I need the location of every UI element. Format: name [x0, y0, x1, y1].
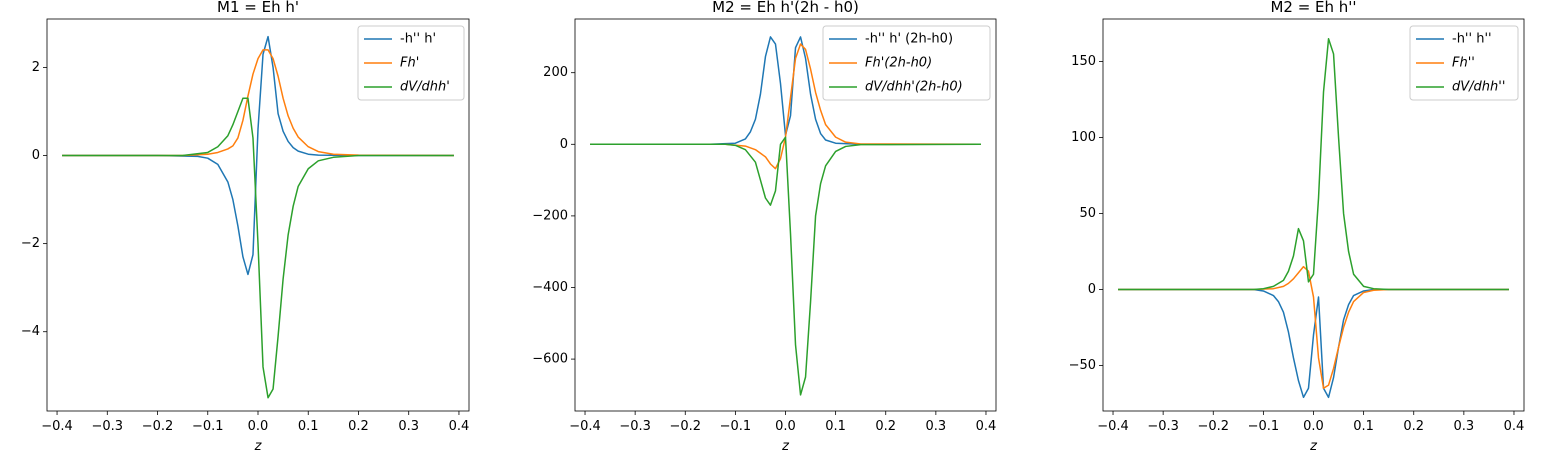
x-tick-label: −0.4 [569, 419, 601, 434]
x-tick-label: 0.2 [1403, 419, 1424, 434]
x-tick-label: −0.3 [619, 419, 651, 434]
x-axis-label: z [254, 439, 263, 450]
y-tick-label: −600 [532, 352, 568, 367]
x-tick-label: 0.1 [825, 419, 846, 434]
series-group [62, 35, 454, 399]
y-tick-label: 0 [32, 148, 40, 163]
x-tick-label: −0.4 [1097, 419, 1129, 434]
series-line-2 [590, 43, 981, 170]
x-tick-label: −0.1 [192, 419, 224, 434]
y-tick-label: 0 [1088, 282, 1096, 297]
x-tick-label: 0.0 [248, 419, 269, 434]
series-line-3 [62, 97, 454, 399]
legend-label: Fh'' [1452, 56, 1475, 71]
y-tick-label: 2 [32, 60, 40, 75]
x-tick-label: 0.1 [298, 419, 319, 434]
y-tick-label: −400 [532, 280, 568, 295]
y-tick-label: −4 [21, 324, 40, 339]
x-tick-label: 0.3 [1454, 419, 1475, 434]
x-tick-label: 0.4 [976, 419, 997, 434]
legend-label: -h'' h' [400, 32, 436, 47]
y-tick-label: 200 [543, 65, 568, 80]
y-tick-label: 0 [560, 137, 568, 152]
chart-panel-2: −0.4 −0.3 −0.2 −0.1 0.0 0.1 0.2 0.3 0.4 −600 −400 −… [532, 0, 997, 450]
x-tick-label: 0.2 [875, 419, 896, 434]
legend: -h'' h' (2h-h0) Fh'(2h-h0) dV/dhh'(2h-h0) [822, 25, 991, 101]
chart-title: M2 = Eh h'' [1270, 0, 1356, 16]
x-axis-label: z [781, 439, 790, 450]
legend-label: -h'' h'' [1452, 32, 1492, 47]
x-tick-label: 0.1 [1353, 419, 1374, 434]
series-group [1118, 38, 1509, 399]
x-tick-label: 0.0 [775, 419, 796, 434]
x-tick-label: −0.3 [91, 419, 123, 434]
legend-label: dV/dhh'' [1452, 80, 1505, 95]
legend-box [1409, 25, 1519, 101]
y-tick-label: −200 [532, 208, 568, 223]
series-line-1 [62, 35, 454, 276]
series-line-1 [1118, 288, 1509, 399]
x-tick-label: −0.2 [142, 419, 174, 434]
legend: -h'' h'' Fh'' dV/dhh'' [1409, 25, 1519, 101]
chart-panel-3: −0.4 −0.3 −0.2 −0.1 0.0 0.1 0.2 0.3 0.4 −50 0 50 100… [1069, 0, 1525, 450]
legend-label: dV/dhh' [400, 80, 450, 95]
chart-title: M1 = Eh h' [217, 0, 299, 16]
legend-box [357, 25, 465, 101]
x-tick-label: −0.2 [669, 419, 701, 434]
series-line-2 [1118, 265, 1509, 389]
y-tick-label: 50 [1079, 206, 1096, 221]
x-tick-label: 0.0 [1303, 419, 1324, 434]
legend-label: Fh' [400, 56, 419, 71]
series-group [590, 36, 981, 396]
x-tick-label: −0.4 [41, 419, 73, 434]
x-tick-label: 0.4 [1504, 419, 1525, 434]
chart-panel-1: −0.4 −0.3 −0.2 −0.1 0.0 0.1 0.2 0.3 0.4 −4 −2 0 2 M1 … [21, 0, 470, 450]
x-tick-label: 0.3 [398, 419, 419, 434]
x-tick-label: 0.2 [348, 419, 369, 434]
chart-title: M2 = Eh h'(2h - h0) [712, 0, 859, 16]
y-tick-label: −50 [1069, 358, 1096, 373]
x-tick-label: 0.4 [449, 419, 470, 434]
y-tick-label: −2 [21, 236, 40, 251]
legend: -h'' h' Fh' dV/dhh' [357, 25, 465, 101]
series-line-3 [1118, 38, 1509, 291]
legend-label: Fh'(2h-h0) [865, 56, 932, 71]
legend-box [822, 25, 991, 101]
x-tick-label: −0.1 [720, 419, 752, 434]
x-axis-label: z [1309, 439, 1318, 450]
x-tick-label: −0.2 [1197, 419, 1229, 434]
legend-label: -h'' h' (2h-h0) [865, 32, 953, 47]
x-tick-label: 0.3 [926, 419, 947, 434]
series-line-2 [62, 49, 454, 157]
x-tick-label: −0.1 [1248, 419, 1280, 434]
y-tick-label: 100 [1071, 130, 1096, 145]
series-line-3 [590, 136, 981, 396]
x-tick-label: −0.3 [1147, 419, 1179, 434]
legend-label: dV/dhh'(2h-h0) [865, 80, 963, 95]
y-tick-label: 150 [1071, 54, 1096, 69]
